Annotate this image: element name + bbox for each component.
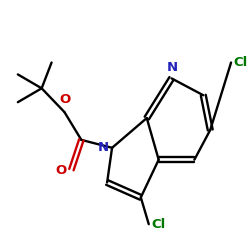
- Text: O: O: [56, 164, 67, 177]
- Text: Cl: Cl: [152, 218, 166, 231]
- Text: N: N: [167, 62, 178, 74]
- Text: O: O: [60, 93, 71, 106]
- Text: N: N: [98, 141, 109, 154]
- Text: Cl: Cl: [233, 56, 247, 69]
